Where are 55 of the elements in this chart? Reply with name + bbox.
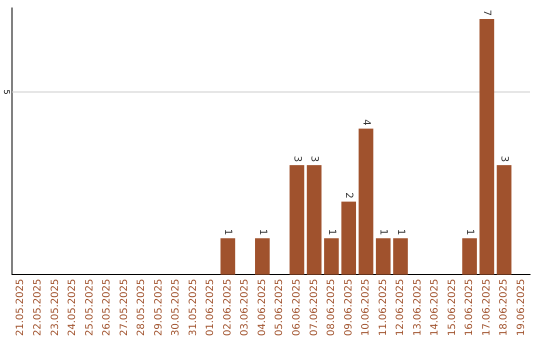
y-tick-label: 5 xyxy=(2,89,11,95)
data-label: 1 xyxy=(394,228,406,236)
bar xyxy=(290,165,304,275)
x-tick-label: 24.05.2025 xyxy=(67,278,78,336)
x-tick-label: 31.05.2025 xyxy=(188,278,199,336)
bar xyxy=(358,128,374,275)
x-tick-label: 07.06.2025 xyxy=(308,278,320,336)
x-tick-label: 23.05.2025 xyxy=(50,278,61,336)
x-tick-label: 16.06.2025 xyxy=(464,278,476,336)
data-label: 3 xyxy=(498,156,510,162)
x-tick-label: 28.05.2025 xyxy=(136,278,148,336)
data-label: 4 xyxy=(360,119,372,126)
data-label: 1 xyxy=(256,228,268,236)
x-tick-label: 05.06.2025 xyxy=(274,278,286,336)
bar xyxy=(341,202,356,275)
x-tick-label: 01.06.2025 xyxy=(205,278,216,336)
x-tick-label: 02.06.2025 xyxy=(222,278,234,336)
bar xyxy=(376,238,391,275)
bar xyxy=(306,165,322,275)
x-tick-label: 12.06.2025 xyxy=(395,278,406,336)
x-tick-label: 13.06.2025 xyxy=(412,278,424,336)
x-tick-label: 10.06.2025 xyxy=(360,278,372,336)
x-tick-label: 03.06.2025 xyxy=(240,278,251,336)
x-tick-label: 09.06.2025 xyxy=(343,278,354,336)
x-tick-label: 17.06.2025 xyxy=(481,278,492,336)
data-label: 1 xyxy=(222,228,234,236)
x-tick-label: 19.06.2025 xyxy=(516,278,527,336)
x-tick-label: 25.05.2025 xyxy=(84,278,96,336)
x-tick-label: 26.05.2025 xyxy=(102,278,113,336)
data-label: 3 xyxy=(291,156,302,162)
x-tick-label: 22.05.2025 xyxy=(32,278,44,336)
x-tick-label: 21.05.2025 xyxy=(15,278,26,336)
x-tick-label: 30.05.2025 xyxy=(170,278,182,336)
x-tick-label: 27.05.2025 xyxy=(118,278,130,336)
x-tick-label: 18.06.2025 xyxy=(498,278,510,336)
x-tick-label: 06.06.2025 xyxy=(291,278,302,336)
x-tick-label: 04.06.2025 xyxy=(256,278,268,336)
data-label: 1 xyxy=(378,228,389,236)
x-tick-label: 08.06.2025 xyxy=(326,278,338,336)
bar xyxy=(220,238,236,275)
data-label: 2 xyxy=(343,192,354,199)
bar xyxy=(324,238,339,275)
x-tick-label: 11.06.2025 xyxy=(378,278,389,336)
data-label: 1 xyxy=(464,228,475,236)
data-label: 3 xyxy=(308,156,320,162)
bar xyxy=(479,18,494,275)
x-tick-label: 29.05.2025 xyxy=(153,278,164,336)
bar xyxy=(255,238,270,275)
x-tick-label: 15.06.2025 xyxy=(446,278,458,336)
bar xyxy=(393,238,408,275)
bar xyxy=(462,238,477,275)
x-tick-label: 14.06.2025 xyxy=(430,278,441,336)
bar xyxy=(496,165,512,275)
data-label: 7 xyxy=(481,10,492,16)
data-label: 1 xyxy=(326,228,337,236)
